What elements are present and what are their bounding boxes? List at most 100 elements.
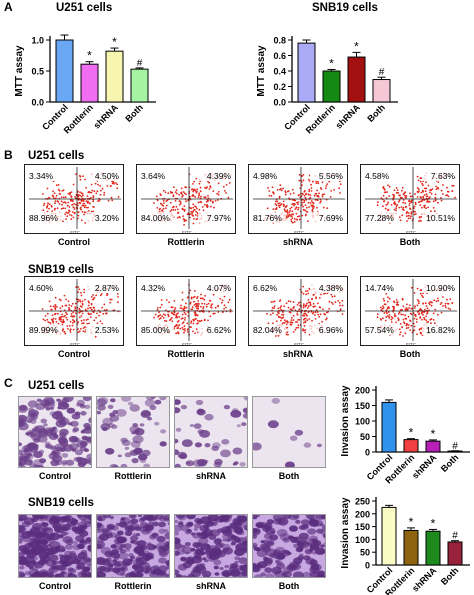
flow-dot xyxy=(78,316,81,319)
cell xyxy=(128,558,134,562)
flow-dot xyxy=(414,201,417,204)
flow-dot xyxy=(198,182,201,185)
flow-dot xyxy=(424,308,426,311)
flow-dot xyxy=(429,188,432,191)
flow-dot xyxy=(82,200,85,202)
significance-mark: * xyxy=(409,515,414,529)
cell xyxy=(55,574,60,577)
flow-dot xyxy=(84,204,87,207)
flow-dot xyxy=(407,214,410,217)
flow-dot xyxy=(77,321,80,323)
flow-dot xyxy=(401,186,404,189)
cell xyxy=(137,515,142,517)
flow-dot xyxy=(310,204,313,207)
flow-dot xyxy=(317,313,320,316)
flow-dot xyxy=(90,313,92,315)
cell xyxy=(313,540,322,546)
flow-dot xyxy=(184,316,187,319)
significance-mark: # xyxy=(137,58,143,69)
cell xyxy=(177,515,187,521)
cell xyxy=(69,560,75,565)
cell xyxy=(120,572,126,577)
cell xyxy=(75,535,85,542)
flow-dot xyxy=(421,294,423,297)
cell xyxy=(111,525,119,531)
flow-dot xyxy=(70,214,73,217)
cell xyxy=(47,575,53,577)
flow-dot xyxy=(414,313,417,316)
flow-dot xyxy=(81,194,84,197)
quadrant-label-bg xyxy=(364,170,398,181)
flow-dot xyxy=(57,188,60,191)
flow-scatter: 6.62% 4.38%82.04% 6.96%FITC xyxy=(252,279,345,345)
flow-dot xyxy=(96,322,99,324)
quadrant-value: 16.82% xyxy=(426,325,455,335)
flow-dot xyxy=(298,194,300,196)
flow-dot xyxy=(169,190,172,193)
flow-dot xyxy=(317,302,319,305)
bar xyxy=(403,529,419,566)
flow-dot xyxy=(266,207,269,210)
flow-dot xyxy=(189,326,192,328)
flow-dot xyxy=(72,206,75,209)
flow-dot xyxy=(58,189,61,192)
flow-dot xyxy=(442,193,444,195)
flow-dot xyxy=(161,204,164,206)
flow-dot xyxy=(62,189,65,192)
flow-dot xyxy=(419,219,422,222)
flow-dot xyxy=(401,208,404,210)
flow-dot xyxy=(206,303,208,306)
flow-dot xyxy=(452,184,455,187)
flow-dot xyxy=(291,217,294,219)
invasion-row-u251: Control Rottlerin shRNA Both xyxy=(18,396,334,484)
cell xyxy=(88,417,91,424)
cell xyxy=(51,450,56,454)
flow-dot xyxy=(44,319,46,322)
flow-dot xyxy=(402,193,405,196)
flow-dot xyxy=(99,311,101,314)
flow-dot xyxy=(64,207,67,210)
flow-dot xyxy=(201,206,204,208)
flow-dot xyxy=(272,208,275,210)
flow-dot xyxy=(154,313,157,316)
cell xyxy=(290,435,298,441)
cell xyxy=(132,558,144,567)
cell xyxy=(222,534,229,540)
cell xyxy=(270,530,276,534)
cell xyxy=(24,543,32,549)
cell xyxy=(163,541,169,547)
cell xyxy=(31,566,38,571)
cell xyxy=(25,531,32,536)
flow-dot xyxy=(311,209,314,211)
flow-dot xyxy=(79,300,82,303)
category-label: shRNA xyxy=(410,565,439,594)
flow-dot xyxy=(283,305,286,308)
flow-dot xyxy=(176,216,179,219)
flow-dot xyxy=(288,311,291,313)
flow-dot xyxy=(46,206,48,209)
flow-dot xyxy=(416,287,419,290)
flow-dot xyxy=(63,331,66,333)
flow-dot xyxy=(97,183,99,186)
flow-dot xyxy=(425,181,427,184)
cell xyxy=(34,438,40,442)
cell xyxy=(320,544,325,548)
micrograph-label: Both xyxy=(278,471,300,481)
cell xyxy=(256,563,262,567)
flow-dot xyxy=(207,195,209,197)
flow-dot xyxy=(285,320,288,323)
flow-dot xyxy=(292,213,295,216)
flow-dot xyxy=(109,298,112,301)
cell xyxy=(19,559,25,565)
cell xyxy=(230,541,236,546)
y-tick-label: 0.8 xyxy=(273,36,286,46)
flow-dot xyxy=(382,305,384,307)
cell xyxy=(150,565,160,573)
flow-dot xyxy=(172,195,175,198)
flow-dot xyxy=(339,192,341,194)
flow-dot xyxy=(81,210,84,213)
flow-dot xyxy=(297,324,300,327)
cell xyxy=(292,571,304,577)
flow-dot xyxy=(210,205,212,208)
